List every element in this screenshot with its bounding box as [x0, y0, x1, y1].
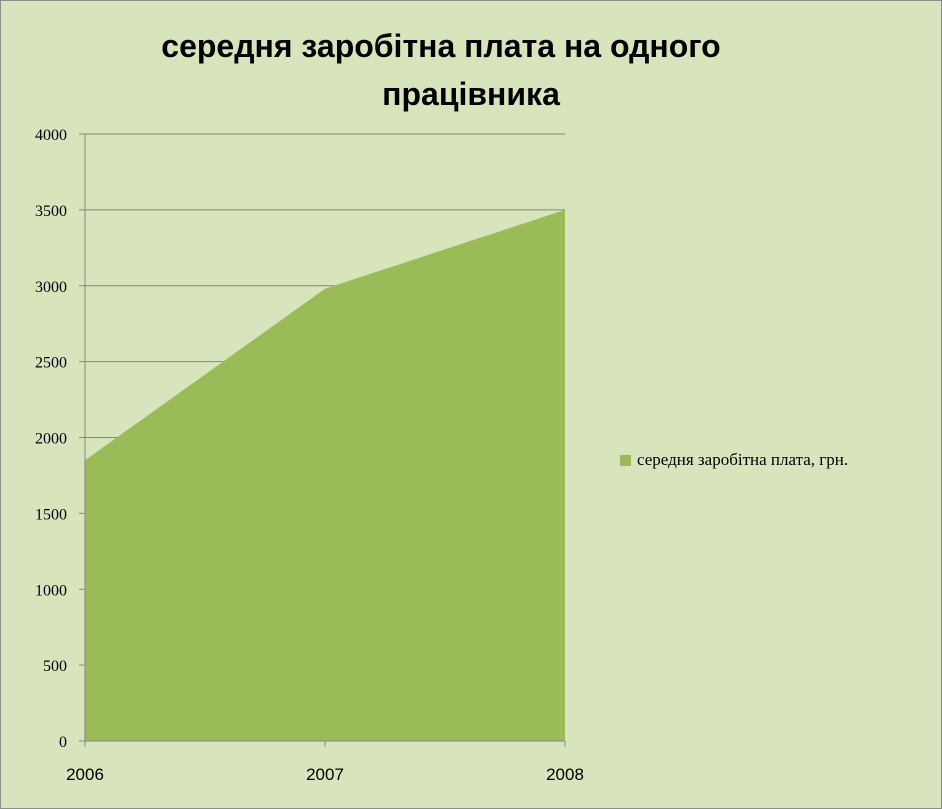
y-tick-label: 0 [59, 734, 67, 751]
y-tick-label: 2500 [35, 355, 67, 372]
legend-label: середня заробітна плата, грн. [637, 450, 849, 469]
legend: середня заробітна плата, грн. [620, 450, 848, 470]
y-tick-label: 3000 [35, 279, 67, 296]
x-tick-label: 2007 [306, 765, 344, 784]
y-tick-label: 1000 [35, 582, 67, 599]
series-area [85, 209, 565, 741]
chart-title-line-2: працівника [382, 76, 560, 112]
y-tick-label: 500 [43, 658, 67, 675]
x-axis-ticks: 2006 2007 2008 [66, 741, 584, 784]
y-tick-label: 1500 [35, 506, 67, 523]
y-tick-label: 4000 [35, 127, 67, 144]
legend-swatch [620, 454, 631, 466]
y-tick-label: 3500 [35, 203, 67, 220]
chart-title-line-1: середня заробітна плата на одного [161, 28, 721, 64]
x-tick-label: 2008 [546, 765, 584, 784]
x-tick-label: 2006 [66, 765, 104, 784]
y-axis-ticks: 0 500 1000 1500 2000 2500 3000 3500 4000 [35, 127, 85, 751]
y-tick-label: 2000 [35, 431, 67, 448]
